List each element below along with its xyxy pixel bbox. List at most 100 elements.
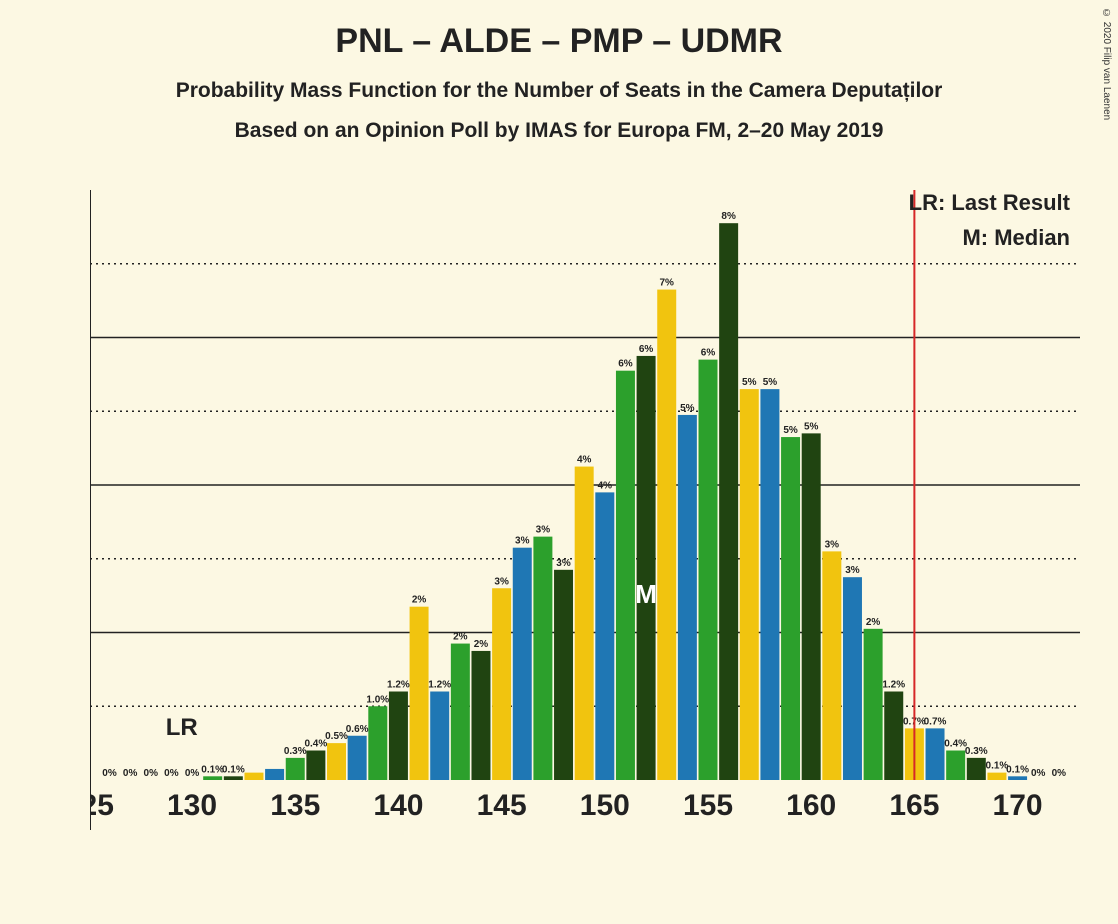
bar: [265, 769, 284, 780]
bar: [244, 773, 263, 780]
bar: [802, 433, 821, 780]
bar-value-label: 5%: [742, 377, 757, 388]
chart-subtitle-1: Probability Mass Function for the Number…: [0, 79, 1118, 103]
bar: [678, 415, 697, 780]
bar: [451, 644, 470, 780]
pmf-chart: 0%0%0%0%0%0.1%0.1%0.3%0.4%0.5%0.6%1.0%1.…: [90, 190, 1080, 830]
bar: [987, 773, 1006, 780]
bar-value-label: 6%: [618, 359, 633, 370]
bar: [740, 389, 759, 780]
bar: [430, 692, 449, 781]
bar-value-label: 0%: [185, 768, 200, 779]
bar: [843, 577, 862, 780]
x-tick-label: 145: [477, 789, 527, 822]
legend-m: M: Median: [962, 225, 1070, 250]
bar-value-label: 0.3%: [965, 746, 988, 757]
chart-title: PNL – ALDE – PMP – UDMR: [0, 0, 1118, 61]
bar-value-label: 0%: [164, 768, 179, 779]
bar: [884, 692, 903, 781]
x-tick-label: 150: [580, 789, 630, 822]
bar: [203, 776, 222, 780]
bar: [389, 692, 408, 781]
bar: [822, 551, 841, 780]
bar: [575, 467, 594, 780]
bar: [595, 492, 614, 780]
bar-value-label: 0%: [1052, 768, 1067, 779]
bar-value-label: 0.1%: [986, 761, 1009, 772]
chart-subtitle-2: Based on an Opinion Poll by IMAS for Eur…: [0, 119, 1118, 143]
bar-value-label: 2%: [474, 639, 489, 650]
bar-value-label: 0.1%: [1006, 764, 1029, 775]
bar: [224, 776, 243, 780]
bar-value-label: 4%: [577, 455, 592, 466]
bar: [348, 736, 367, 780]
bar: [410, 607, 429, 780]
bar-value-label: 0.4%: [944, 739, 967, 750]
bar-value-label: 6%: [639, 344, 654, 355]
bar: [719, 223, 738, 780]
bar: [967, 758, 986, 780]
x-tick-label: 155: [683, 789, 733, 822]
bar-value-label: 1.2%: [387, 680, 410, 691]
x-tick-label: 135: [270, 789, 320, 822]
bar-value-label: 1.0%: [366, 694, 389, 705]
x-tick-label: 125: [90, 789, 114, 822]
x-tick-label: 140: [373, 789, 423, 822]
bar-value-label: 3%: [494, 576, 509, 587]
bar-value-label: 3%: [825, 539, 840, 550]
bar: [946, 751, 965, 781]
bar: [616, 371, 635, 780]
bar: [657, 290, 676, 780]
bar-value-label: 0.1%: [201, 764, 224, 775]
bar: [699, 360, 718, 780]
bar-value-label: 7%: [660, 278, 675, 289]
bar-value-label: 0%: [144, 768, 159, 779]
bar: [760, 389, 779, 780]
bar-value-label: 5%: [680, 403, 695, 414]
lr-marker: LR: [166, 714, 198, 741]
bar-value-label: 5%: [804, 421, 819, 432]
median-marker: M: [635, 579, 657, 609]
bar-value-label: 2%: [412, 595, 427, 606]
bar: [1008, 776, 1027, 780]
bar-value-label: 1.2%: [428, 680, 451, 691]
bar-value-label: 4%: [598, 480, 613, 491]
bar-value-label: 5%: [763, 377, 778, 388]
legend-lr: LR: Last Result: [909, 190, 1071, 215]
x-tick-label: 160: [786, 789, 836, 822]
bar-value-label: 0.3%: [284, 746, 307, 757]
bar-value-label: 8%: [721, 211, 736, 222]
bar-value-label: 1.2%: [882, 680, 905, 691]
bar-value-label: 6%: [701, 348, 716, 359]
bar: [554, 570, 573, 780]
bar: [368, 706, 387, 780]
bar-value-label: 3%: [845, 565, 860, 576]
bar: [533, 537, 552, 780]
bar: [637, 356, 656, 780]
bar: [864, 629, 883, 780]
bar-value-label: 3%: [515, 536, 530, 547]
bar: [781, 437, 800, 780]
bar-value-label: 0.1%: [222, 764, 245, 775]
bar: [471, 651, 490, 780]
bar-value-label: 5%: [783, 425, 798, 436]
bar-value-label: 3%: [556, 558, 571, 569]
bar-value-label: 2%: [453, 632, 468, 643]
bar-value-label: 0%: [102, 768, 117, 779]
bar-value-label: 0%: [1031, 768, 1046, 779]
copyright-text: © 2020 Filip van Laenen: [1101, 8, 1112, 120]
bar-value-label: 0.5%: [325, 731, 348, 742]
x-tick-label: 130: [167, 789, 217, 822]
bar-value-label: 0.4%: [304, 739, 327, 750]
x-tick-label: 170: [993, 789, 1043, 822]
bar: [286, 758, 305, 780]
bar-value-label: 2%: [866, 617, 881, 628]
bar-value-label: 0.6%: [346, 724, 369, 735]
bar: [513, 548, 532, 780]
bar-value-label: 3%: [536, 525, 551, 536]
bar-value-label: 0.7%: [924, 716, 947, 727]
x-tick-label: 165: [889, 789, 939, 822]
bar: [306, 751, 325, 781]
bar: [492, 588, 511, 780]
bar: [327, 743, 346, 780]
